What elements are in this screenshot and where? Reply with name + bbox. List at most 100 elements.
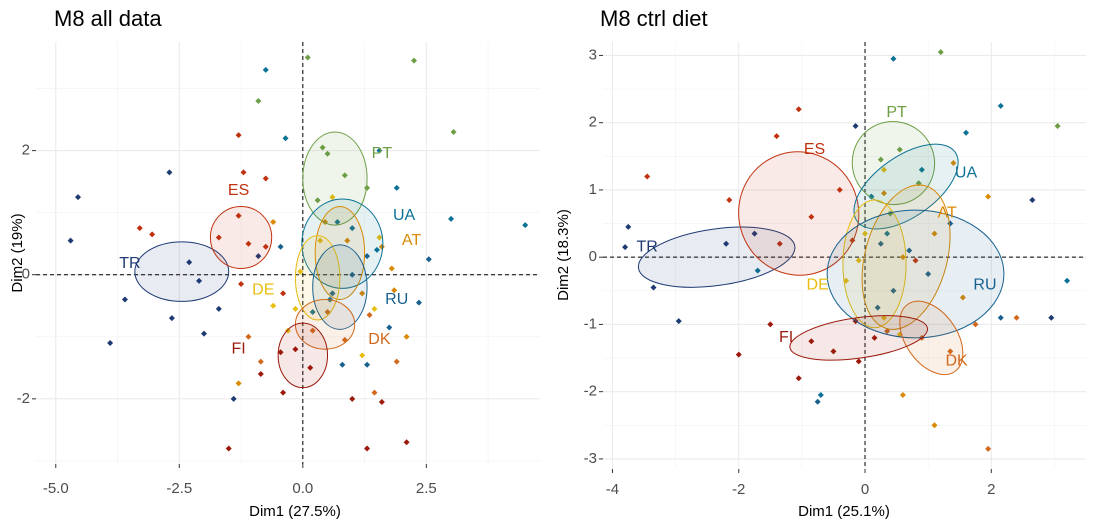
data-point-de [285, 327, 291, 334]
data-point-at [378, 243, 385, 250]
data-point-at [880, 190, 887, 197]
data-point-de [270, 302, 277, 309]
data-point-de [292, 305, 299, 312]
data-point-pt [324, 150, 331, 157]
data-point-pt [364, 184, 371, 191]
data-point-ru [415, 299, 422, 306]
data-point-dk [1013, 314, 1020, 321]
data-point-tr [650, 284, 657, 291]
data-point-fi [292, 346, 299, 353]
confidence-ellipse-de [842, 199, 907, 329]
data-point-pt [319, 144, 326, 151]
data-point-es [644, 173, 651, 180]
confidence-ellipse-ru [312, 244, 368, 330]
data-point-fi [855, 358, 862, 365]
data-point-ua [349, 225, 356, 232]
data-point-es [795, 106, 802, 113]
data-point-fi [403, 439, 410, 446]
data-point-de [359, 352, 366, 359]
data-point-es [235, 132, 242, 139]
group-label-ua: UA [393, 207, 416, 224]
data-point-at [391, 287, 398, 294]
confidence-ellipse-at [314, 205, 366, 301]
data-point-ua [997, 102, 1004, 109]
x-tick-label: 2.5 [416, 480, 437, 497]
confidence-ellipse-es [209, 205, 273, 270]
data-point-fi [364, 445, 371, 452]
data-point-tr [107, 339, 114, 346]
data-point-ua [890, 55, 897, 62]
data-point-tr [1048, 314, 1055, 321]
data-point-tr [75, 194, 81, 201]
data-point-fi [735, 351, 742, 358]
group-label-de: DE [252, 281, 274, 298]
data-point-tr [230, 395, 237, 402]
data-point-fi [349, 395, 356, 402]
x-tick-label: -2.5 [166, 480, 192, 497]
chart-title: M8 ctrl diet [600, 6, 708, 31]
confidence-ellipse-fi [277, 322, 329, 389]
data-point-es [240, 169, 247, 176]
data-point-dk [985, 445, 992, 452]
group-label-ua: UA [955, 164, 978, 181]
data-point-de [376, 234, 383, 241]
data-point-tr [625, 223, 632, 230]
data-point-ua [448, 215, 455, 222]
data-point-ua [1064, 277, 1071, 284]
data-point-ua [918, 166, 925, 173]
data-point-at [359, 290, 366, 297]
data-point-es [235, 212, 242, 219]
confidence-ellipse-ru [826, 209, 1005, 339]
data-point-dk [309, 327, 316, 334]
data-point-pt [411, 57, 417, 64]
data-point-ua [373, 246, 380, 253]
data-point-es [238, 281, 245, 288]
data-point-ru [890, 287, 897, 294]
group-label-ru: RU [385, 291, 408, 308]
y-tick-label: 0 [22, 266, 30, 283]
data-point-es [776, 240, 783, 247]
data-point-ru [874, 304, 881, 311]
data-point-ru [386, 324, 393, 331]
data-point-es [836, 186, 843, 193]
confidence-ellipse-fi [789, 315, 929, 361]
group-label-fi: FI [231, 340, 245, 357]
data-point-ua [376, 147, 383, 154]
data-point-ru [425, 256, 432, 263]
y-tick-label: 0 [589, 248, 597, 265]
data-point-ru [877, 240, 884, 247]
data-point-fi [378, 398, 385, 405]
data-point-es [773, 133, 780, 140]
data-point-pt [877, 156, 884, 163]
data-point-tr [852, 123, 859, 130]
x-axis-label: Dim1 (25.1%) [798, 503, 890, 520]
confidence-ellipse-ua [853, 143, 959, 230]
data-point-es [912, 257, 919, 264]
data-point-tr [255, 253, 262, 260]
data-point-fi [225, 445, 232, 452]
group-label-dk: DK [945, 353, 968, 370]
data-point-dk [371, 389, 378, 396]
data-point-fi [280, 389, 287, 396]
data-point-ua [334, 218, 341, 225]
data-point-ua [309, 308, 316, 315]
data-point-ru [329, 290, 336, 297]
data-point-fi [257, 371, 264, 378]
data-point-es [262, 175, 269, 182]
data-point-ru [814, 398, 821, 405]
group-label-es: ES [228, 182, 249, 199]
y-tick-label: 2 [589, 114, 597, 131]
data-point-de [317, 237, 324, 244]
data-point-pt [255, 97, 262, 104]
data-point-fi [871, 334, 878, 341]
group-label-pt: PT [886, 104, 907, 121]
data-point-dk [257, 358, 264, 365]
data-point-ru [906, 247, 913, 254]
y-axis-label: Dim2 (19%) [9, 213, 26, 292]
data-point-tr [723, 240, 730, 247]
group-label-at: AT [402, 232, 421, 249]
data-point-dk [972, 321, 979, 328]
y-tick-label: 3 [589, 46, 597, 63]
data-point-fi [830, 348, 837, 355]
chart-panel-1: TR ES PT UA AT DE RU DK FI -5.0 -2.5 0.0 2.5 -2 0 2 M8 a… [9, 6, 540, 520]
